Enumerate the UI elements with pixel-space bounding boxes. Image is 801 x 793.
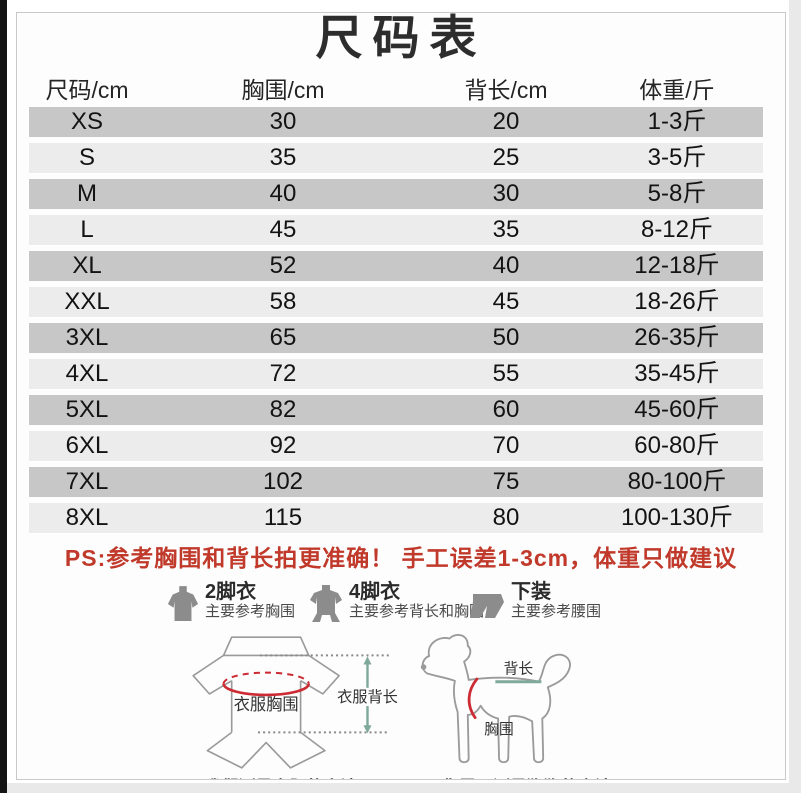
size-cell: 5XL [65,396,109,423]
measuring-diagrams: 衣服胸围 衣服背长 背长 胸围 我们测量衣服的方法 您需要测量狗狗的方法 [17,633,785,779]
chest-cell: 40 [269,180,297,207]
garment-caption: 我们测量衣服的方法 [167,773,395,779]
legend-item-2-leg: 2脚衣 主要参考胸围 [167,581,295,624]
back-length-cell: 25 [492,144,520,171]
table-row: XXL 58 45 18-26斤 [29,287,763,317]
back-length-cell: 55 [492,360,520,387]
table-row: 3XL 65 50 26-35斤 [29,323,763,353]
back-length-cell: 70 [492,432,520,459]
weight-cell: 1-3斤 [647,108,707,135]
weight-cell: 26-35斤 [634,324,720,351]
size-cell: 7XL [65,468,109,495]
column-header-chest: 胸围/cm [241,77,325,103]
weight-cell: 45-60斤 [634,396,720,423]
dog-caption: 您需要测量狗狗的方法 [407,773,647,779]
size-cell: XL [72,252,102,279]
legend-name: 2脚衣 [205,581,257,603]
dog-measure-diagram: 背长 胸围 [420,634,571,764]
weight-cell: 35-45斤 [634,360,720,387]
table-row: L 45 35 8-12斤 [29,215,763,245]
size-cell: XXL [64,288,110,315]
chest-cell: 45 [269,216,297,243]
legend-item-bottoms: 下装 主要参考腰围 [469,581,601,624]
background-margin-bottom [0,783,801,793]
column-header-weight: 体重/斤 [639,77,715,103]
four-leg-garment-icon [310,585,342,622]
size-cell: 8XL [65,504,109,531]
legend-row: 2脚衣 主要参考胸围 4脚衣 主要参考背长和胸围 下装 [17,581,785,629]
table-row: 5XL 82 60 45-60斤 [29,395,763,425]
chest-cell: 65 [269,324,297,351]
chest-cell: 30 [269,108,297,135]
dog-back-label: 背长 [504,660,534,677]
ps-note: PS:参考胸围和背长拍更准确！ 手工误差1-3cm，体重只做建议 [64,545,738,571]
back-length-cell: 60 [492,396,520,423]
table-row: 6XL 92 70 60-80斤 [29,431,763,461]
chest-cell: 82 [269,396,297,423]
back-length-cell: 40 [492,252,520,279]
page-title: 尺码表 [315,12,487,64]
garment-back-label: 衣服背长 [337,689,398,706]
chest-cell: 102 [262,468,304,495]
legend-item-4-leg: 4脚衣 主要参考背长和胸围 [309,581,484,624]
garment-measure-diagram: 衣服胸围 衣服背长 [192,636,398,769]
weight-cell: 8-12斤 [640,216,714,243]
table-body: XS 30 20 1-3斤 S 35 25 3-5斤 M 40 30 5-8斤 … [17,107,785,533]
dog-chest-label: 胸围 [484,721,513,738]
size-cell: 3XL [65,324,109,351]
table-row: 4XL 72 55 35-45斤 [29,359,763,389]
back-length-cell: 45 [492,288,520,315]
table-row: 8XL 115 80 100-130斤 [29,503,763,533]
two-leg-garment-icon [167,586,199,621]
table-row: XS 30 20 1-3斤 [29,107,763,137]
weight-cell: 12-18斤 [634,252,720,279]
weight-cell: 3-5斤 [647,144,707,171]
legend-name: 下装 [511,581,551,603]
background-margin-right [789,0,801,793]
chest-cell: 72 [269,360,297,387]
table-row: 7XL 102 75 80-100斤 [29,467,763,497]
content-box: 尺码表 尺码/cm 胸围/cm 背长/cm 体重/斤 XS 30 20 1-3斤… [16,12,786,780]
chest-cell: 35 [269,144,297,171]
table-header-row: 尺码/cm 胸围/cm 背长/cm 体重/斤 [29,71,763,103]
size-cell: S [78,144,95,171]
chest-cell: 58 [269,288,297,315]
chest-cell: 52 [269,252,297,279]
back-length-cell: 35 [492,216,520,243]
weight-cell: 80-100斤 [627,468,727,495]
legend-desc: 主要参考胸围 [205,603,296,620]
table-row: XL 52 40 12-18斤 [29,251,763,281]
legend-name: 4脚衣 [349,581,401,603]
size-cell: 4XL [65,360,109,387]
size-cell: 6XL [65,432,109,459]
back-length-cell: 50 [492,324,520,351]
legend-desc: 主要参考背长和胸围 [349,603,485,620]
photo-edge-strip [0,0,7,793]
weight-cell: 100-130斤 [620,504,734,531]
back-length-cell: 20 [492,108,520,135]
back-length-cell: 80 [492,504,520,531]
weight-cell: 60-80斤 [634,432,720,459]
back-length-cell: 30 [492,180,520,207]
legend-desc: 主要参考腰围 [511,603,602,620]
column-header-back: 背长/cm [464,77,548,103]
dog-nose-dot [420,664,427,670]
table-row: M 40 30 5-8斤 [29,179,763,209]
size-cell: L [80,216,94,243]
table-row: S 35 25 3-5斤 [29,143,763,173]
size-cell: M [77,180,97,207]
size-table: 尺码/cm 胸围/cm 背长/cm 体重/斤 XS 30 20 1-3斤 S 3… [17,71,785,533]
back-length-cell: 75 [492,468,520,495]
chest-cell: 115 [263,504,303,531]
garment-chest-label: 衣服胸围 [234,696,299,714]
size-cell: XS [70,108,103,135]
column-header-size: 尺码/cm [45,77,129,103]
weight-cell: 5-8斤 [647,180,707,207]
chest-cell: 92 [269,432,297,459]
weight-cell: 18-26斤 [634,288,720,315]
pants-icon [470,594,504,618]
